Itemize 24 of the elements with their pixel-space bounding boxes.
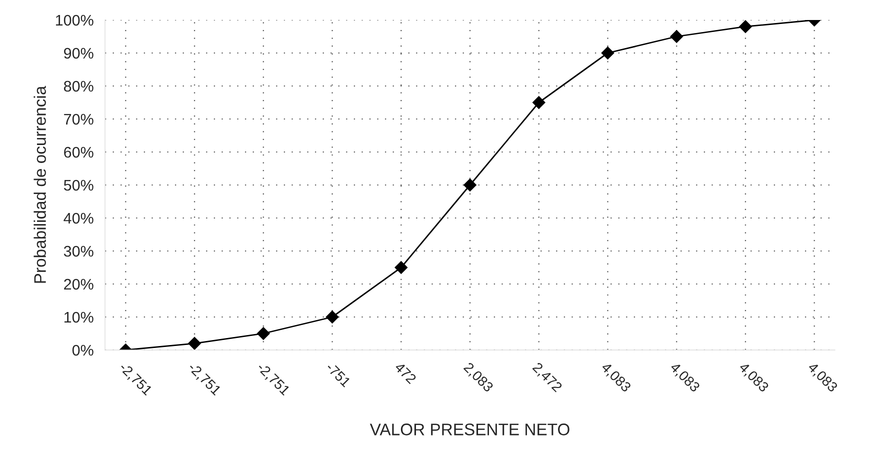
y-tick-label: 0% — [72, 344, 94, 356]
point — [256, 327, 270, 340]
y-tick-label: 30% — [64, 246, 94, 257]
point — [188, 336, 201, 350]
point — [532, 96, 546, 109]
x-tick-label: -751 — [325, 362, 352, 388]
y-tick-label: 60% — [64, 146, 94, 158]
y-tick-label: 100% — [56, 14, 94, 26]
y-tick-label: 70% — [64, 114, 94, 125]
y-tick-label: 10% — [64, 312, 94, 323]
y-tick-label: 40% — [64, 212, 94, 224]
point — [601, 46, 614, 60]
point — [670, 30, 684, 43]
point — [326, 310, 339, 324]
y-tick-label: 50% — [64, 180, 94, 191]
y-tick-label: 90% — [64, 48, 94, 59]
y-axis-title: Probabilidad de ocurrencia — [34, 86, 46, 283]
y-tick-label: 20% — [64, 278, 94, 290]
point — [394, 261, 408, 274]
point — [739, 20, 752, 34]
point — [464, 178, 476, 192]
y-tick-label: 80% — [64, 80, 94, 92]
x-tick-label: 472 — [394, 362, 417, 384]
x-axis-title: VALOR PRESENTE NETO — [370, 424, 570, 436]
